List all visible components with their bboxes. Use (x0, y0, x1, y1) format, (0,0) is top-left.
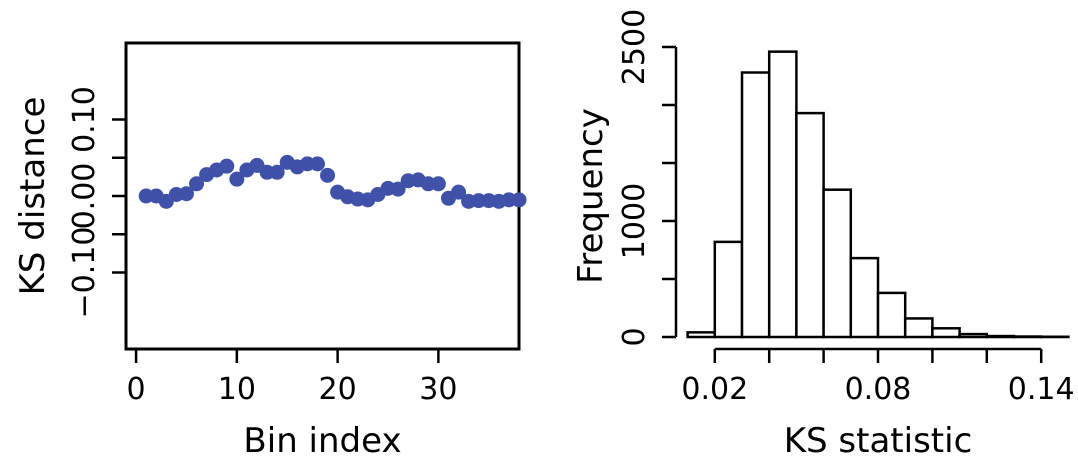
histogram-bar (931, 327, 961, 339)
histogram-x-tick-label: 0.14 (1008, 372, 1075, 407)
scatter-x-tick-label: 0 (127, 372, 146, 407)
scatter-point (320, 167, 336, 183)
scatter-point (269, 164, 285, 180)
scatter-x-axis: 0 10 20 30 (127, 349, 457, 407)
scatter-points (138, 154, 527, 209)
scatter-y-tick-label: 0.00 (67, 163, 102, 230)
histogram-x-axis-title: KS statistic (784, 421, 973, 460)
scatter-y-axis-title: KS distance (13, 97, 53, 296)
histogram-y-axis: 0 1000 2500 (617, 9, 678, 347)
histogram-bar (985, 334, 1016, 339)
scatter-x-tick-label: 20 (319, 372, 357, 407)
histogram-bar (713, 240, 744, 339)
histogram-bar (767, 50, 798, 339)
histogram-y-axis-title: Frequency (571, 108, 611, 284)
scatter-point (229, 171, 245, 187)
histogram-bar (740, 71, 771, 339)
histogram-x-tick-label: 0.02 (681, 372, 748, 407)
scatter-y-tick-label: 0.10 (67, 86, 102, 153)
scatter-x-tick-label: 30 (419, 372, 457, 407)
scatter-point (390, 181, 406, 197)
scatter-point (189, 176, 205, 192)
scatter-x-tick-label: 10 (218, 372, 256, 407)
histogram-bar (958, 332, 989, 339)
histogram-bar (849, 256, 880, 339)
histogram-bar (903, 317, 934, 339)
histogram-y-tick-label: 0 (617, 327, 652, 346)
scatter-point (430, 176, 446, 192)
scatter-point (451, 184, 467, 200)
scatter-y-axis: −0.100.00 0.10 (67, 86, 126, 318)
histogram-y-tick-label: 2500 (617, 9, 652, 85)
histogram-bar (795, 111, 825, 339)
scatter-point (511, 192, 527, 208)
scatter-panel: −0.100.00 0.10 0 10 20 30 Bin index KS dista… (13, 41, 527, 460)
scatter-point (219, 158, 235, 174)
histogram-bars (686, 50, 1070, 339)
scatter-point (309, 156, 325, 172)
histogram-x-tick-label: 0.08 (845, 372, 912, 407)
scatter-point (178, 186, 194, 202)
histogram-panel: 0 1000 2500 0.02 0.08 0.14 KS statistic Freq… (571, 9, 1075, 460)
histogram-y-tick-label: 1000 (617, 183, 652, 259)
histogram-bar (876, 291, 907, 339)
histogram-x-axis: 0.02 0.08 0.14 (681, 347, 1075, 407)
histogram-bar (822, 188, 853, 339)
scatter-x-axis-title: Bin index (243, 421, 401, 460)
scatter-y-tick-label: −0.10 (67, 227, 102, 319)
histogram-bar (686, 331, 717, 339)
